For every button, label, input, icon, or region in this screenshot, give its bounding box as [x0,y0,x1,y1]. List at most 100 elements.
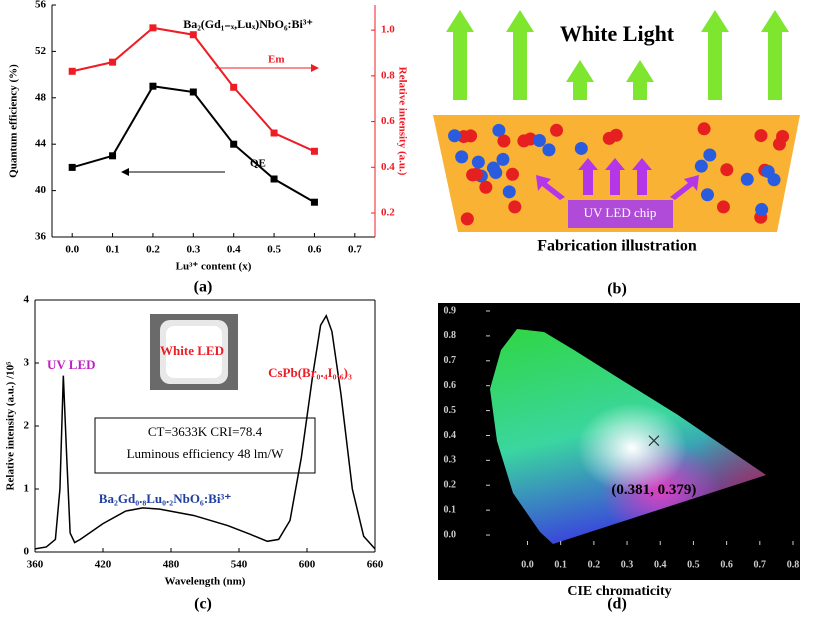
arrow [566,60,594,100]
y-tick-label: 0.1 [444,504,457,515]
dot [492,123,506,137]
x-axis-label: Lu³⁺ content (x) [176,261,252,273]
dot [716,200,730,214]
dot [697,122,711,136]
panel-label: (a) [194,279,213,296]
arrow [446,10,474,100]
x-tick-label: 0.7 [754,559,767,570]
annotation: CsPb(Br₀.₄I₀.₆)₃ [268,365,352,380]
dot [508,200,522,214]
info-box [94,417,316,474]
dot [754,129,768,143]
x-tick-label: 0.0 [65,244,79,256]
series-label: Em [268,54,285,66]
x-tick-label: 0.5 [267,244,281,256]
phosphor-dots [448,122,790,226]
y2-tick-label: 0.8 [381,69,395,81]
y-tick-label: 1 [24,483,30,495]
marker [68,163,76,171]
y2-tick-label: 0.6 [381,115,395,127]
dot [602,131,616,145]
uv-arrows [536,158,699,200]
y-tick-label: 52 [35,45,47,57]
y-tick-label: 40 [35,184,47,196]
y-axis-label: Relative intensity (a.u.) /10⁵ [5,361,17,491]
chip-label: UV LED chip [584,205,657,220]
dot [542,143,556,157]
y-tick-label: 2 [24,420,30,432]
panel-label: (d) [607,596,627,613]
series-line [34,314,376,550]
marker [230,140,238,148]
annotation: UV LED [47,357,96,372]
marker [109,58,117,66]
marker [189,31,197,39]
dot [469,167,483,181]
arrow [506,10,534,100]
dot [464,129,478,143]
x-tick-label: 0.0 [521,559,534,570]
marker [270,129,278,137]
marker [310,198,318,206]
dot [497,134,511,148]
dot [506,167,520,181]
x-tick-label: 0.4 [227,244,241,256]
x-tick-label: 0.3 [621,559,634,570]
y-tick-label: 0.7 [444,355,457,366]
y-tick-label: 56 [35,0,47,11]
annotation: Ba₂Gd₀.₈Lu₀.₂NbO₆:Bi³⁺ [99,491,232,506]
y-tick-label: 0.5 [444,405,457,416]
x-tick-label: 0.1 [106,244,120,256]
x-axis-label: CIE chromaticity [567,584,671,599]
dot [700,188,714,202]
y-axis-label: Quantum efficiency (%) [8,64,20,178]
y2-tick-label: 0.2 [381,207,395,219]
illustration: UV LED chip White Light Fabrication illu… [433,10,800,298]
dot [517,134,531,148]
y-tick-label: 0.6 [444,380,457,391]
marker [109,152,117,160]
series-label: QE [250,158,266,170]
dot [496,152,510,166]
arrow [701,10,729,100]
y-tick-label: 4 [24,294,30,306]
annotation: White LED [160,343,224,358]
x-tick-label: 480 [163,559,180,571]
dot [574,141,588,155]
x-tick-label: 660 [367,559,384,571]
annotation: Luminous efficiency 48 lm/W [127,446,285,461]
marker [149,82,157,90]
y-tick-label: 0.9 [444,305,457,316]
y-tick-label: 0.2 [444,480,457,491]
x-tick-label: 0.6 [720,559,733,570]
y2-tick-label: 1.0 [381,24,395,36]
chip [568,200,673,228]
x-tick-label: 0.3 [186,244,200,256]
value-label: (0.381, 0.379) [611,482,696,498]
dot [776,129,790,143]
x-tick-label: 600 [299,559,316,571]
marker [270,175,278,183]
x-tick-label: 0.4 [654,559,667,570]
dot [455,150,469,164]
y-tick-label: 3 [24,357,30,369]
x-tick-label: 0.1 [554,559,567,570]
dot [755,203,769,217]
series-line [71,85,315,204]
dot [460,212,474,226]
x-tick-label: 0.2 [146,244,160,256]
marker [310,147,318,155]
x-tick-label: 0.6 [308,244,322,256]
arrow [626,60,654,100]
y-tick-label: 0 [24,546,30,558]
dot [703,148,717,162]
dot [502,185,516,199]
marker [68,67,76,75]
led-photo [150,314,238,390]
point [648,435,660,447]
y-tick-label: 0.3 [444,455,457,466]
x-tick-label: 420 [95,559,112,571]
x-tick-label: 0.2 [588,559,601,570]
